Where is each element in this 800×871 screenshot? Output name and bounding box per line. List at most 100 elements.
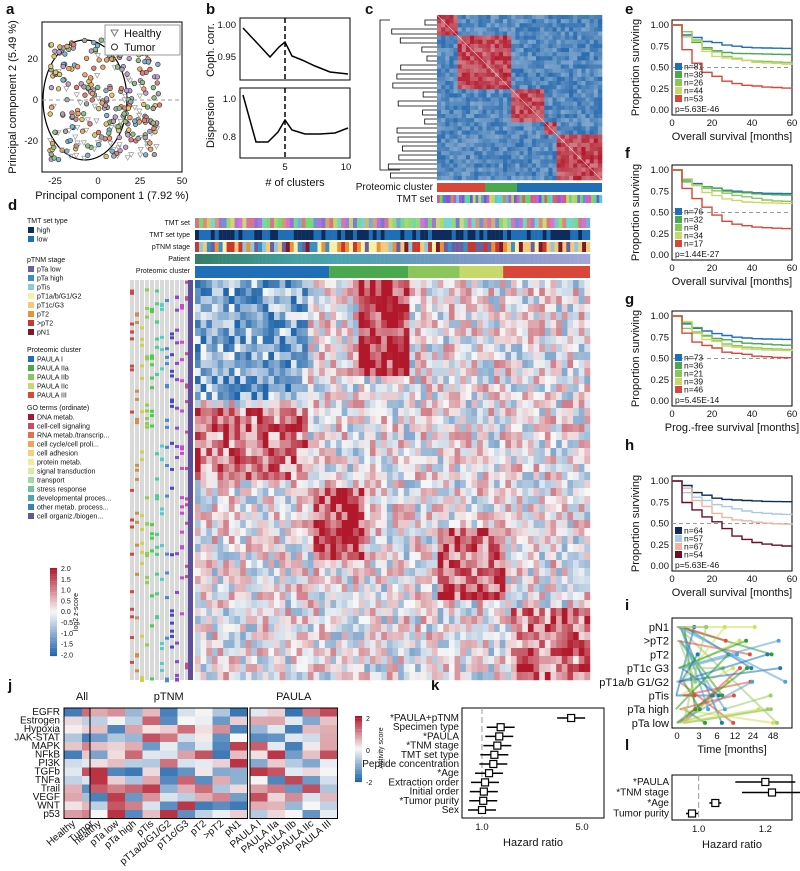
patient-cell — [416, 254, 421, 264]
heat-cell — [482, 280, 489, 289]
heat-cell — [578, 336, 585, 345]
heat-cell — [347, 328, 354, 337]
heat-cell — [499, 312, 506, 321]
heat-cell — [465, 392, 472, 401]
consensus-cell — [585, 159, 590, 164]
heat-cell — [505, 312, 512, 321]
heat-cell — [556, 392, 562, 401]
heat-cell — [217, 528, 224, 537]
heat-cell — [527, 488, 534, 497]
heat-cell — [274, 432, 280, 441]
heat-cell — [211, 464, 218, 473]
consensus-cell — [490, 122, 496, 127]
ptnm-cell — [210, 242, 215, 252]
heat-cell — [539, 384, 546, 393]
heat-cell — [415, 520, 421, 529]
consensus-cell — [498, 35, 504, 41]
heat-cell — [567, 520, 574, 529]
ptnm-cell — [574, 242, 579, 252]
consensus-cell — [540, 97, 545, 102]
consensus-cell — [593, 114, 599, 119]
consensus-cell — [523, 81, 529, 86]
heat-cell — [217, 448, 224, 457]
consensus-cell — [556, 126, 562, 131]
heat-cell — [268, 536, 275, 545]
consensus-cell — [482, 97, 487, 102]
consensus-cell — [498, 48, 504, 53]
consensus-cell — [453, 60, 458, 65]
consensus-cell — [531, 72, 537, 78]
consensus-cell — [569, 43, 574, 49]
heat-cell — [234, 320, 241, 329]
consensus-cell — [490, 138, 496, 144]
patient-cell — [289, 254, 294, 264]
tmt-type-cell — [202, 230, 208, 240]
tmt-type-cell — [404, 230, 409, 240]
heat-cell — [544, 352, 551, 361]
consensus-cell — [490, 81, 496, 86]
heat-cell — [494, 440, 500, 449]
heat-cell — [426, 528, 433, 537]
heat-cell — [505, 504, 512, 513]
legend-n: n=81 — [684, 62, 703, 72]
consensus-cell — [453, 89, 458, 94]
consensus-cell — [548, 56, 553, 61]
consensus-cell — [531, 93, 537, 98]
patient-cell — [281, 254, 287, 264]
consensus-cell — [531, 43, 537, 49]
heat-cell — [268, 280, 275, 289]
heat-cell — [477, 544, 483, 553]
heat-cell — [482, 512, 489, 521]
consensus-cell — [581, 163, 586, 168]
consensus-cell — [544, 151, 549, 156]
heat-cell — [336, 288, 342, 297]
heat-cell — [257, 456, 263, 465]
consensus-cell — [536, 52, 541, 57]
heat-cell — [584, 504, 591, 513]
heat-cell — [432, 464, 438, 473]
heat-cell — [200, 336, 207, 345]
tmt-bar-seg — [475, 195, 479, 203]
heat-cell — [415, 384, 421, 393]
ptnm-cell — [566, 242, 571, 252]
consensus-cell — [498, 85, 504, 90]
heat-cell — [302, 344, 309, 353]
consensus-cell — [465, 105, 471, 111]
heat-cell — [234, 352, 241, 361]
consensus-cell — [548, 167, 553, 173]
heat-cell — [274, 512, 280, 521]
heat-cell — [206, 472, 213, 481]
heat-cell — [200, 280, 207, 289]
heat-cell — [415, 312, 421, 321]
heat-cell — [448, 440, 455, 449]
consensus-cell — [453, 142, 458, 148]
ptnm-cell — [202, 242, 208, 252]
heat-cell — [437, 288, 444, 297]
consensus-cell — [511, 122, 516, 127]
consensus-cell — [511, 142, 516, 148]
consensus-cell — [536, 126, 541, 131]
heat-cell — [358, 504, 365, 513]
heat-cell — [228, 552, 235, 561]
consensus-cell — [461, 97, 467, 102]
heat-cell — [302, 296, 309, 305]
ptnm-cell — [562, 242, 567, 252]
consensus-cell — [453, 15, 458, 20]
consensus-cell — [511, 175, 516, 181]
heat-cell — [319, 496, 325, 505]
consensus-cell — [498, 138, 504, 144]
heat-cell — [522, 480, 529, 489]
heat-cell — [319, 456, 325, 465]
heat-cell — [381, 392, 388, 401]
consensus-cell — [544, 43, 549, 49]
consensus-cell — [531, 126, 537, 131]
healthy-point — [73, 92, 80, 98]
heat-cell — [471, 328, 478, 337]
consensus-cell — [449, 142, 454, 148]
consensus-cell — [577, 15, 582, 20]
heat-cell — [527, 432, 534, 441]
heat-cell — [460, 488, 467, 497]
consensus-cell — [503, 109, 508, 115]
heat-cell — [381, 384, 388, 393]
consensus-cell — [569, 171, 574, 177]
